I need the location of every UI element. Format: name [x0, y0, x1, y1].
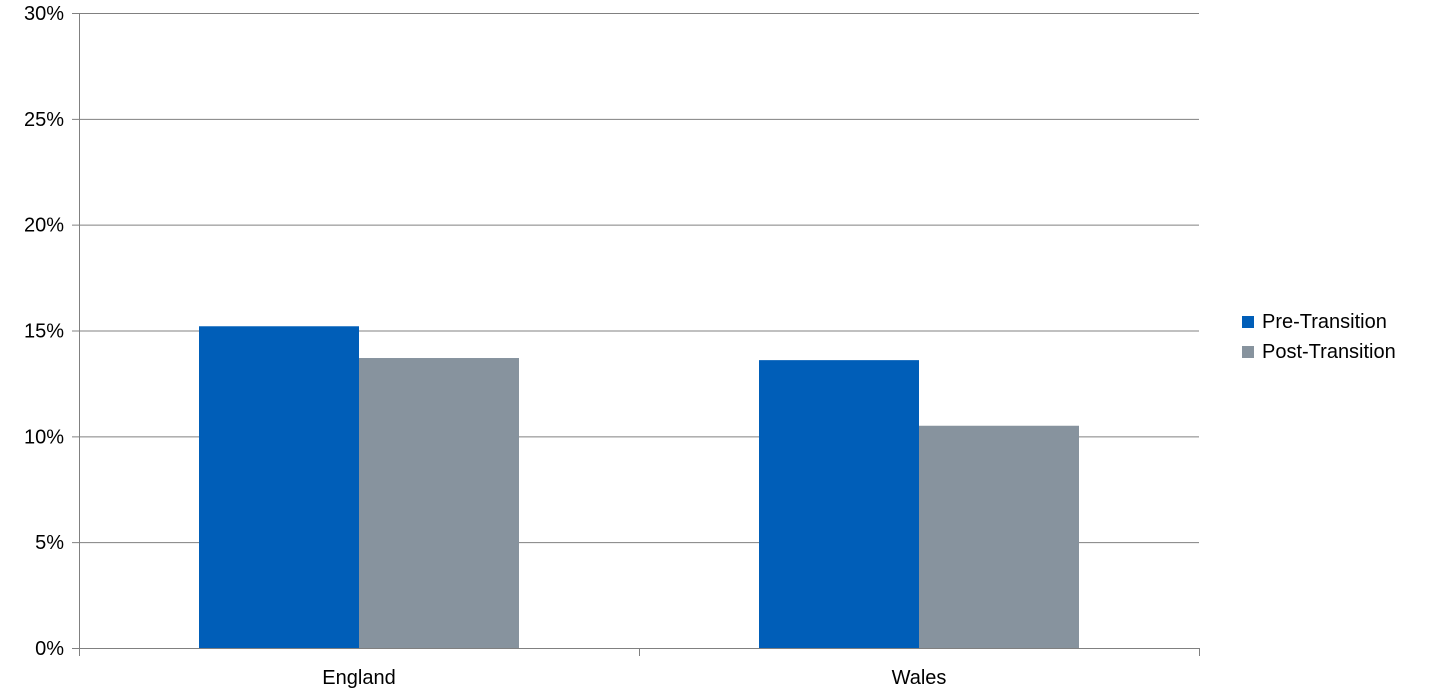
- x-tick-labels: England Wales: [322, 667, 946, 689]
- legend: Pre-Transition Post-Transition: [1242, 311, 1396, 363]
- axes: [72, 13, 1200, 656]
- bar-post-transition-wales: [919, 425, 1079, 648]
- x-tick-label: Wales: [892, 667, 947, 689]
- legend-label: Pre-Transition: [1262, 311, 1387, 333]
- bar-pre-transition-england: [199, 326, 359, 648]
- y-tick-label: 10%: [24, 426, 64, 448]
- legend-item: Pre-Transition: [1242, 311, 1387, 333]
- legend-swatch: [1242, 316, 1254, 328]
- bar-pre-transition-wales: [759, 360, 919, 648]
- y-tick-label: 25%: [24, 109, 64, 131]
- y-tick-label: 5%: [35, 532, 64, 554]
- y-tick-label: 30%: [24, 3, 64, 25]
- legend-swatch: [1242, 346, 1254, 358]
- bars: [199, 326, 1079, 648]
- y-tick-label: 0%: [35, 638, 64, 660]
- legend-item: Post-Transition: [1242, 341, 1396, 363]
- bar-post-transition-england: [359, 358, 519, 648]
- legend-label: Post-Transition: [1262, 341, 1396, 363]
- x-tick-label: England: [322, 667, 395, 689]
- y-tick-labels: 0% 5% 10% 15% 20% 25% 30%: [24, 3, 64, 660]
- y-tick-label: 20%: [24, 215, 64, 237]
- y-tick-label: 15%: [24, 321, 64, 343]
